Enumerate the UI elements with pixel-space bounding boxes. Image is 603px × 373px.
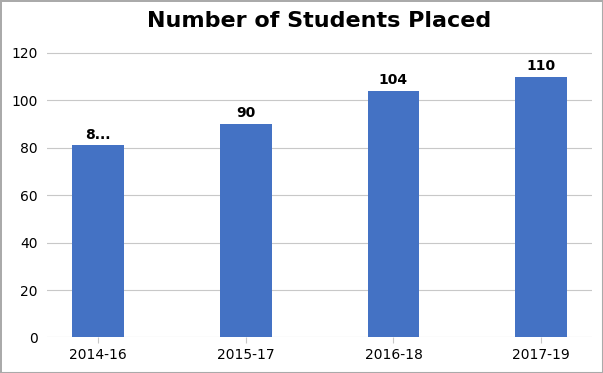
Text: 90: 90 (236, 106, 255, 120)
Text: 104: 104 (379, 73, 408, 87)
Bar (516, 76, 567, 338)
Text: 8...: 8... (85, 128, 110, 142)
Bar (219, 124, 271, 338)
Bar (72, 145, 124, 338)
Bar (368, 91, 419, 338)
Text: 110: 110 (526, 59, 556, 73)
Title: Number of Students Placed: Number of Students Placed (147, 11, 491, 31)
